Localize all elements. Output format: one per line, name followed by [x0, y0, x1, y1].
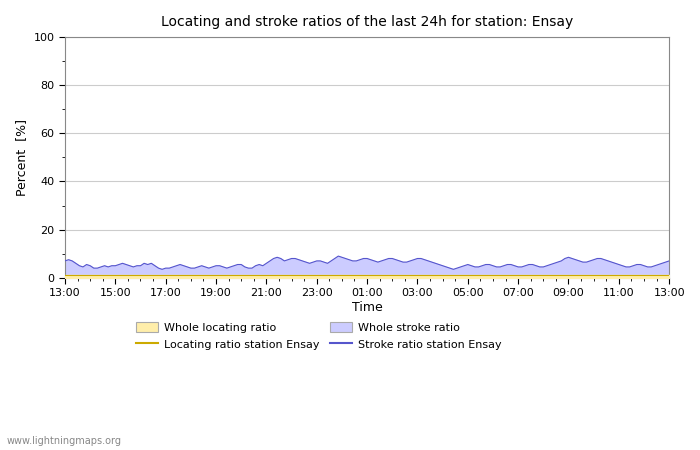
Y-axis label: Percent  [%]: Percent [%] — [15, 119, 28, 196]
Text: www.lightningmaps.org: www.lightningmaps.org — [7, 436, 122, 446]
Legend: Whole locating ratio, Locating ratio station Ensay, Whole stroke ratio, Stroke r: Whole locating ratio, Locating ratio sta… — [132, 318, 506, 354]
Title: Locating and stroke ratios of the last 24h for station: Ensay: Locating and stroke ratios of the last 2… — [161, 15, 573, 29]
X-axis label: Time: Time — [351, 301, 382, 314]
